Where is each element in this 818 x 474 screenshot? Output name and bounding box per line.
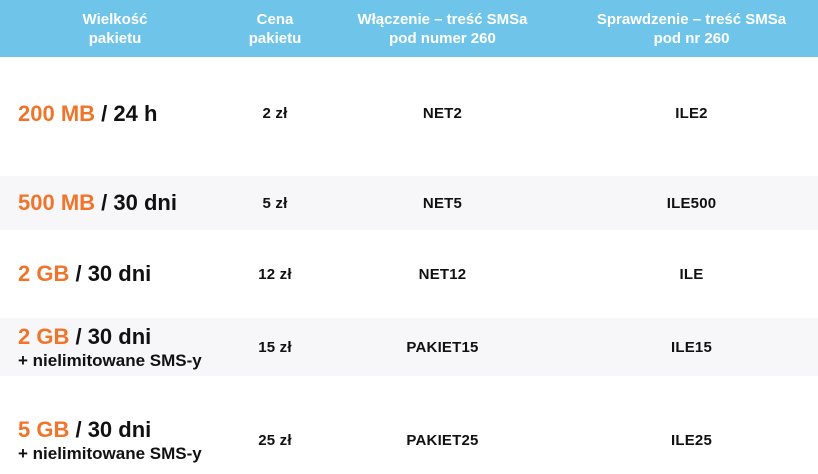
check-sms-cell: ILE2 [675, 105, 708, 122]
package-size-value: 200 MB / 24 h [18, 101, 230, 127]
package-size-duration: / 30 dni [95, 190, 177, 215]
package-size-duration: / 30 dni [69, 323, 152, 349]
check-sms-cell: ILE25 [670, 431, 713, 449]
table-row: 500 MB / 30 dni 5 zł NET5 ILE500 [0, 170, 818, 236]
package-size-cell: 2 GB / 30 dni + nielimitowane SMS-y [0, 324, 230, 371]
package-size-note: + nielimitowane SMS-y [18, 443, 202, 463]
table-row: 200 MB / 24 h 2 zł NET2 ILE2 [0, 57, 818, 170]
package-size-value: 5 GB / 30 dni [18, 417, 230, 443]
check-sms-cell: ILE [679, 265, 704, 283]
package-size-duration: / 24 h [95, 100, 158, 126]
package-size-duration: / 30 dni [69, 416, 152, 442]
activation-sms-cell: PAKIET25 [406, 431, 479, 449]
package-size-highlight: 2 GB [18, 261, 70, 286]
price-cell: 25 zł [258, 431, 292, 449]
table-header-row: Wielkość pakietu Cena pakietu Włączenie … [0, 0, 818, 57]
table-row: 5 GB / 30 dni + nielimitowane SMS-y 25 z… [0, 382, 818, 474]
package-size-cell: 2 GB / 30 dni [0, 261, 230, 287]
package-size-highlight: 500 MB [18, 190, 96, 215]
package-size-cell: 200 MB / 24 h [0, 101, 230, 127]
activation-sms-cell: NET2 [422, 105, 463, 122]
package-size-value: 2 GB / 30 dni [18, 261, 230, 287]
column-header-check-sms: Sprawdzenie – treść SMSa pod nr 260 [596, 10, 787, 47]
activation-sms-cell: NET5 [422, 194, 463, 212]
column-header-package-price: Cena pakietu [248, 10, 302, 47]
activation-sms-cell: NET12 [418, 265, 467, 283]
price-cell: 5 zł [262, 194, 288, 212]
package-size-highlight: 5 GB [18, 416, 70, 442]
column-header-activation-sms: Włączenie – treść SMSa pod numer 260 [357, 10, 528, 47]
table-row: 2 GB / 30 dni 12 zł NET12 ILE [0, 236, 818, 312]
column-header-package-size: Wielkość pakietu [82, 10, 148, 47]
package-size-note: + nielimitowane SMS-y [18, 350, 202, 370]
check-sms-cell: ILE15 [670, 338, 713, 356]
package-size-highlight: 2 GB [18, 323, 70, 349]
package-size-value: 2 GB / 30 dni [18, 324, 230, 350]
price-cell: 15 zł [258, 338, 292, 356]
package-size-value: 500 MB / 30 dni [18, 190, 230, 216]
table-row: 2 GB / 30 dni + nielimitowane SMS-y 15 z… [0, 312, 818, 382]
check-sms-cell: ILE500 [666, 194, 717, 212]
package-size-duration: / 30 dni [69, 261, 152, 286]
package-size-highlight: 200 MB [18, 100, 96, 126]
price-cell: 12 zł [258, 265, 292, 283]
activation-sms-cell: PAKIET15 [406, 338, 479, 356]
package-size-cell: 500 MB / 30 dni [0, 190, 230, 216]
package-size-cell: 5 GB / 30 dni + nielimitowane SMS-y [0, 417, 230, 464]
price-cell: 2 zł [262, 105, 288, 122]
